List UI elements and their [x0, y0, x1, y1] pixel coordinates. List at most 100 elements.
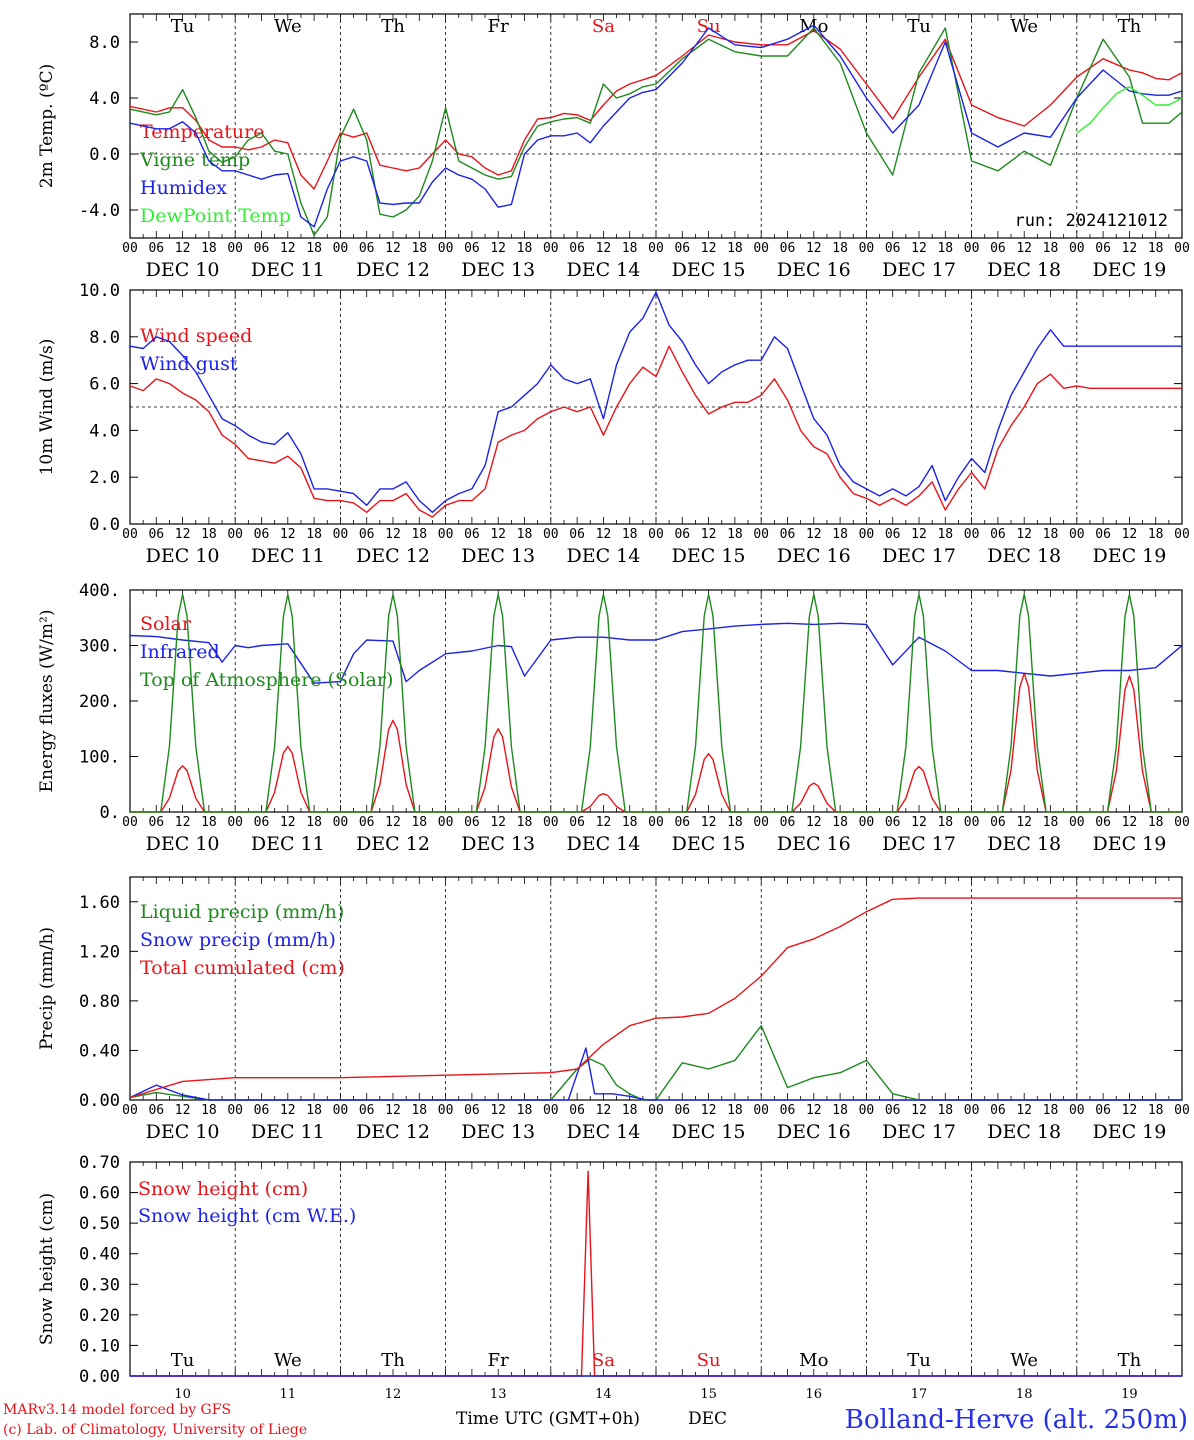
- hour-label: 18: [517, 815, 533, 830]
- credit-line-2: (c) Lab. of Climatology, University of L…: [3, 1422, 307, 1438]
- legend-label: Humidex: [140, 177, 227, 199]
- hour-label: 00: [648, 815, 664, 830]
- series-line-green: [130, 593, 1182, 813]
- hour-label: 00: [1174, 1103, 1190, 1118]
- legend-label: Total cumulated (cm): [140, 957, 345, 979]
- hour-label: 18: [937, 241, 953, 256]
- hour-label: 06: [148, 1103, 164, 1118]
- date-label: DEC 15: [672, 259, 746, 281]
- hour-label: 06: [780, 815, 796, 830]
- date-label: DEC 12: [356, 833, 430, 855]
- series-line-blue: [129, 291, 1182, 513]
- date-label: DEC 12: [356, 545, 430, 567]
- weekday-label: We: [1010, 1350, 1038, 1371]
- hour-label: 18: [937, 527, 953, 542]
- hour-label: 12: [806, 815, 822, 830]
- hour-label: 18: [411, 241, 427, 256]
- y-tick-label: 300.: [79, 637, 120, 657]
- hour-label: 12: [1122, 241, 1138, 256]
- hour-label: 06: [1095, 527, 1111, 542]
- hour-label: 00: [648, 241, 664, 256]
- weekday-label: Mo: [799, 1350, 828, 1371]
- day-number-label: 14: [595, 1387, 612, 1402]
- hour-label: 12: [701, 527, 717, 542]
- hour-label: 06: [674, 527, 690, 542]
- y-tick-label: 0.00: [79, 1091, 120, 1111]
- day-number-label: 15: [700, 1387, 717, 1402]
- hour-label: 12: [911, 241, 927, 256]
- hour-label: 00: [1174, 527, 1190, 542]
- day-number-label: 18: [1016, 1387, 1033, 1402]
- hour-label: 06: [569, 241, 585, 256]
- hour-label: 00: [753, 1103, 769, 1118]
- hour-label: 06: [569, 527, 585, 542]
- legend-label: Top of Atmosphere (Solar): [140, 669, 393, 691]
- date-label: DEC 14: [566, 1121, 640, 1143]
- y-tick-label: 0.60: [79, 1184, 120, 1204]
- hour-label: 18: [937, 1103, 953, 1118]
- hour-label: 00: [227, 241, 243, 256]
- weekday-label: Tu: [907, 16, 931, 37]
- legend-label: Wind gust: [140, 353, 238, 375]
- hour-label: 18: [201, 241, 217, 256]
- hour-label: 00: [227, 527, 243, 542]
- hour-label: 06: [569, 815, 585, 830]
- hour-label: 00: [753, 527, 769, 542]
- y-tick-label: 8.0: [89, 328, 120, 348]
- hour-label: 00: [964, 527, 980, 542]
- hour-label: 00: [859, 527, 875, 542]
- hour-label: 12: [1016, 241, 1032, 256]
- y-tick-label: 0.80: [79, 992, 120, 1012]
- y-tick-label: 0.30: [79, 1275, 120, 1295]
- hour-label: 18: [832, 815, 848, 830]
- y-tick-label: 4.0: [89, 89, 120, 109]
- weekday-label: We: [274, 1350, 302, 1371]
- hour-label: 06: [1095, 241, 1111, 256]
- weekday-label: Th: [381, 16, 405, 37]
- hour-label: 00: [964, 815, 980, 830]
- date-label: DEC 10: [146, 545, 220, 567]
- weekday-label: We: [1010, 16, 1038, 37]
- hour-label: 06: [464, 1103, 480, 1118]
- hour-label: 00: [964, 241, 980, 256]
- hour-label: 06: [990, 1103, 1006, 1118]
- y-tick-label: 0.70: [79, 1153, 120, 1173]
- time-axis-label: Time UTC (GMT+0h): [456, 1409, 640, 1429]
- weekday-label: Fr: [488, 16, 509, 37]
- date-label: DEC 11: [251, 833, 325, 855]
- hour-label: 06: [990, 527, 1006, 542]
- hour-label: 18: [1148, 527, 1164, 542]
- date-label: DEC 17: [882, 833, 956, 855]
- date-label: DEC 19: [1092, 1121, 1166, 1143]
- date-label: DEC 10: [146, 259, 220, 281]
- hour-label: 18: [517, 1103, 533, 1118]
- hour-label: 12: [280, 527, 296, 542]
- series-line-red: [129, 30, 1183, 190]
- date-label: DEC 13: [461, 1121, 535, 1143]
- legend-label: Snow precip (mm/h): [140, 929, 336, 951]
- hour-label: 12: [911, 815, 927, 830]
- legend-label: Liquid precip (mm/h): [140, 901, 344, 923]
- date-label: DEC 12: [356, 1121, 430, 1143]
- weekday-label: Th: [1118, 1350, 1142, 1371]
- hour-label: 06: [780, 527, 796, 542]
- hour-label: 12: [596, 1103, 612, 1118]
- hour-label: 18: [306, 815, 322, 830]
- y-axis-label: Energy fluxes (W/m²): [37, 610, 57, 793]
- weekday-label: Tu: [907, 1350, 931, 1371]
- hour-label: 12: [596, 241, 612, 256]
- hour-label: 06: [254, 241, 270, 256]
- hour-label: 00: [1174, 241, 1190, 256]
- date-label: DEC 14: [566, 545, 640, 567]
- hour-label: 06: [885, 527, 901, 542]
- hour-label: 00: [648, 1103, 664, 1118]
- weekday-label: Fr: [488, 1350, 509, 1371]
- hour-label: 18: [727, 241, 743, 256]
- weekday-label: Tu: [171, 16, 195, 37]
- month-label: DEC: [688, 1409, 727, 1429]
- y-tick-label: 6.0: [89, 375, 120, 395]
- day-number-label: 11: [280, 1387, 297, 1402]
- hour-label: 06: [674, 1103, 690, 1118]
- hour-label: 06: [254, 815, 270, 830]
- hour-label: 06: [780, 1103, 796, 1118]
